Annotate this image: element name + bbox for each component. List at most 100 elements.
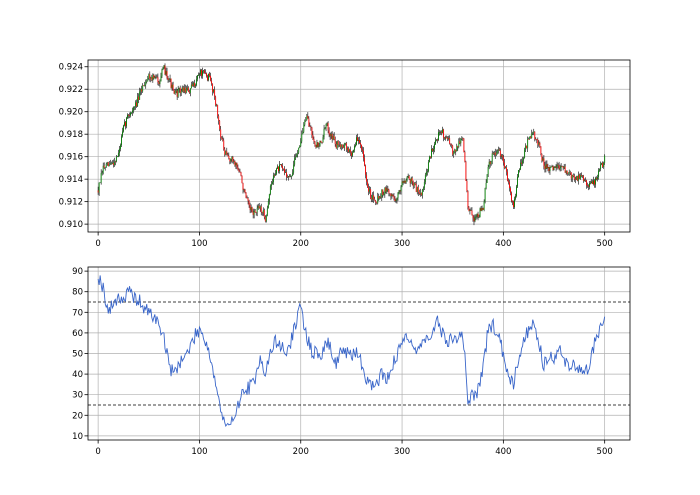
candle-body (544, 165, 546, 169)
candle-body (534, 131, 536, 139)
candle-body (147, 78, 149, 82)
candle-body (186, 87, 188, 89)
candle-body (334, 139, 336, 145)
candle-body (213, 89, 215, 92)
candle-body (302, 131, 304, 135)
candle-body (531, 133, 533, 139)
candle-body (276, 168, 277, 174)
candle-body (535, 138, 537, 140)
candle-body (567, 172, 569, 174)
candle-body (154, 77, 156, 79)
candle-body (392, 194, 394, 197)
candle-body (238, 169, 240, 172)
candle-body (283, 168, 284, 170)
candle-body (554, 166, 556, 168)
candle-body (236, 162, 238, 168)
candle-body (117, 152, 119, 157)
candle-body (310, 126, 312, 128)
candle-body (348, 150, 350, 152)
candle-body (404, 180, 406, 183)
candle-body (364, 158, 366, 166)
candle-body (151, 77, 153, 81)
candle-body (111, 162, 113, 164)
candle-body (116, 156, 118, 158)
candle-body (399, 190, 401, 192)
price-axes: 0 100 200 300 400 500 0.910 0.912 0.914 0.916 0.91… (59, 63, 613, 249)
oscillator-y-tick-label: 50 (72, 350, 83, 360)
candle-body (552, 166, 554, 170)
oscillator-y-tick-label: 10 (72, 432, 83, 442)
candle-body (603, 162, 605, 168)
candle-body (352, 149, 354, 153)
candle-body (150, 77, 152, 79)
oscillator-plot-frame (87, 266, 631, 441)
candle-body (514, 198, 515, 207)
candle-body (127, 114, 128, 118)
candle-body (225, 151, 227, 155)
candle-body (592, 181, 593, 184)
candle-body (533, 131, 535, 133)
candle-body (418, 192, 420, 194)
candle-body (377, 196, 379, 204)
candle-body (547, 166, 549, 169)
candle-body (103, 165, 105, 168)
candle-body (192, 82, 194, 86)
candle-body (387, 188, 389, 190)
candle-body (193, 82, 195, 87)
candle-body (171, 84, 173, 88)
candle-body (457, 145, 459, 148)
candle-body (279, 164, 280, 172)
candle-body (394, 198, 396, 202)
candle-body (599, 169, 601, 171)
candle-body (556, 164, 558, 168)
candle-body (500, 155, 502, 157)
candle-body (455, 149, 457, 152)
candle-body (584, 179, 586, 181)
candle-body (311, 127, 313, 135)
candle-body (480, 208, 482, 211)
candle-body (211, 80, 213, 84)
candle-body (237, 167, 239, 170)
candle-body (165, 71, 167, 75)
candle-body (447, 137, 449, 139)
candle-body (469, 210, 471, 212)
candle-body (452, 145, 454, 155)
price-x-tick-label: 400 (495, 239, 511, 249)
price-grid (88, 60, 630, 232)
candle-body (530, 136, 532, 139)
candle-body (509, 182, 510, 189)
candle-body (492, 153, 494, 155)
candle-body (190, 84, 192, 89)
candle-body (498, 149, 500, 151)
candle-body (317, 142, 319, 147)
candle-body (170, 78, 172, 88)
price-x-tick-label: 100 (191, 239, 207, 249)
candle-body (234, 161, 236, 166)
candle-body (308, 118, 310, 127)
candle-body (395, 199, 397, 202)
candle-body (274, 173, 276, 176)
oscillator-line (97, 275, 606, 428)
candle-body (320, 140, 322, 143)
candle-body (405, 180, 407, 183)
candle-body (532, 132, 534, 134)
candle-body (246, 197, 248, 199)
oscillator-y-tick-label: 20 (72, 411, 83, 421)
candle-body (431, 149, 432, 158)
candle-body (149, 74, 151, 79)
candle-body (162, 67, 164, 70)
candle-body (367, 181, 369, 187)
candle-body (479, 208, 481, 218)
candle-body (443, 129, 445, 138)
candle-body (563, 166, 565, 169)
candle-body (590, 182, 591, 184)
candle-body (442, 129, 444, 133)
candle-body (501, 155, 503, 158)
candle-body (488, 161, 490, 168)
candle-body (223, 140, 225, 150)
candle-body (597, 176, 599, 180)
candle-body (415, 184, 417, 193)
oscillator-grid (88, 267, 630, 440)
candle-body (269, 185, 271, 195)
candle-body (156, 76, 158, 78)
